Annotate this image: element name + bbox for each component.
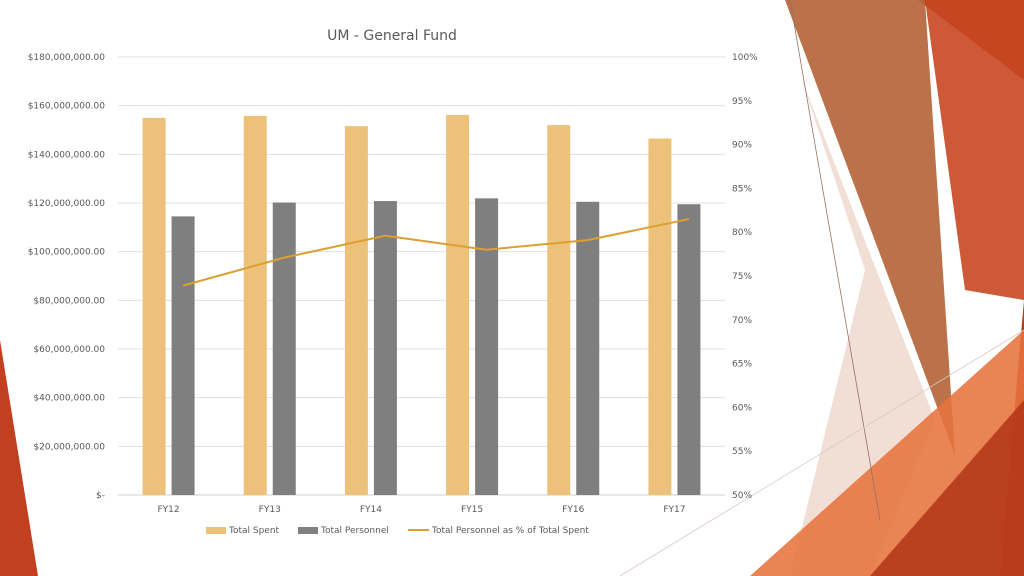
right-tick-label: 55%	[732, 447, 752, 457]
right-tick-label: 95%	[732, 97, 752, 107]
bar-total-personnel	[677, 204, 701, 495]
facet-line-1	[789, 0, 881, 521]
bar-total-spent	[648, 138, 672, 495]
category-label: FY16	[562, 505, 584, 515]
right-tick-label: 100%	[732, 53, 758, 63]
left-tick-label: $120,000,000.00	[28, 199, 106, 209]
right-tick-label: 75%	[732, 272, 752, 282]
category-labels: FY12 FY13 FY14 FY15 FY16 FY17	[158, 505, 686, 515]
bars	[142, 114, 701, 496]
left-axis-ticks: $- $20,000,000.00 $40,000,000.00 $60,000,00…	[28, 53, 106, 501]
legend-label-pct-line: Total Personnel as % of Total Spent	[431, 526, 589, 536]
category-label: FY15	[461, 505, 483, 515]
category-label: FY14	[360, 505, 382, 515]
left-tick-label: $80,000,000.00	[33, 296, 105, 306]
pct-line-series	[182, 218, 690, 287]
bar-total-personnel	[373, 201, 397, 495]
left-tick-label: $40,000,000.00	[33, 394, 105, 404]
pct-line	[182, 218, 690, 287]
bar-total-personnel	[272, 202, 296, 495]
left-tick-label: $60,000,000.00	[33, 345, 105, 355]
category-label: FY17	[663, 505, 685, 515]
bar-total-personnel	[475, 198, 499, 496]
facet-line-2	[619, 329, 1024, 576]
right-tick-label: 80%	[732, 228, 752, 238]
legend: Total Spent Total Personnel Total Person…	[206, 526, 589, 536]
category-label: FY13	[259, 505, 281, 515]
legend-label-total-personnel: Total Personnel	[320, 526, 389, 536]
right-facet-deep	[870, 400, 1024, 576]
right-tick-label: 90%	[732, 141, 752, 151]
bar-total-personnel	[171, 216, 195, 495]
left-tick-label: $20,000,000.00	[33, 442, 105, 452]
bar-total-spent	[243, 115, 267, 496]
bar-total-spent	[547, 125, 571, 495]
left-tick-label: $100,000,000.00	[28, 248, 106, 258]
category-label: FY12	[158, 505, 180, 515]
right-tick-label: 60%	[732, 403, 752, 413]
legend-label-total-spent: Total Spent	[228, 526, 280, 536]
gridlines	[118, 56, 725, 496]
right-tick-label: 85%	[732, 184, 752, 194]
right-facet-red	[925, 0, 1024, 300]
right-tick-label: 65%	[732, 360, 752, 370]
bar-total-spent	[142, 117, 166, 495]
left-tick-label: $140,000,000.00	[28, 150, 106, 160]
bar-total-spent	[446, 114, 470, 495]
right-tick-label: 50%	[732, 491, 752, 501]
right-tick-label: 70%	[732, 316, 752, 326]
left-edge-facet	[0, 340, 38, 576]
chart-title: UM - General Fund	[327, 28, 457, 44]
left-tick-label: $160,000,000.00	[28, 102, 106, 112]
right-axis-ticks: 50% 55% 60% 65% 70% 75% 80% 85% 90% 95% 100%	[732, 53, 758, 501]
bar-total-spent	[344, 126, 368, 496]
legend-swatch-total-spent	[206, 527, 226, 534]
legend-swatch-total-personnel	[298, 527, 318, 534]
left-tick-label: $180,000,000.00	[28, 53, 106, 63]
right-facet-brown	[785, 0, 955, 455]
left-tick-label: $-	[96, 491, 105, 501]
bar-total-personnel	[576, 201, 600, 496]
